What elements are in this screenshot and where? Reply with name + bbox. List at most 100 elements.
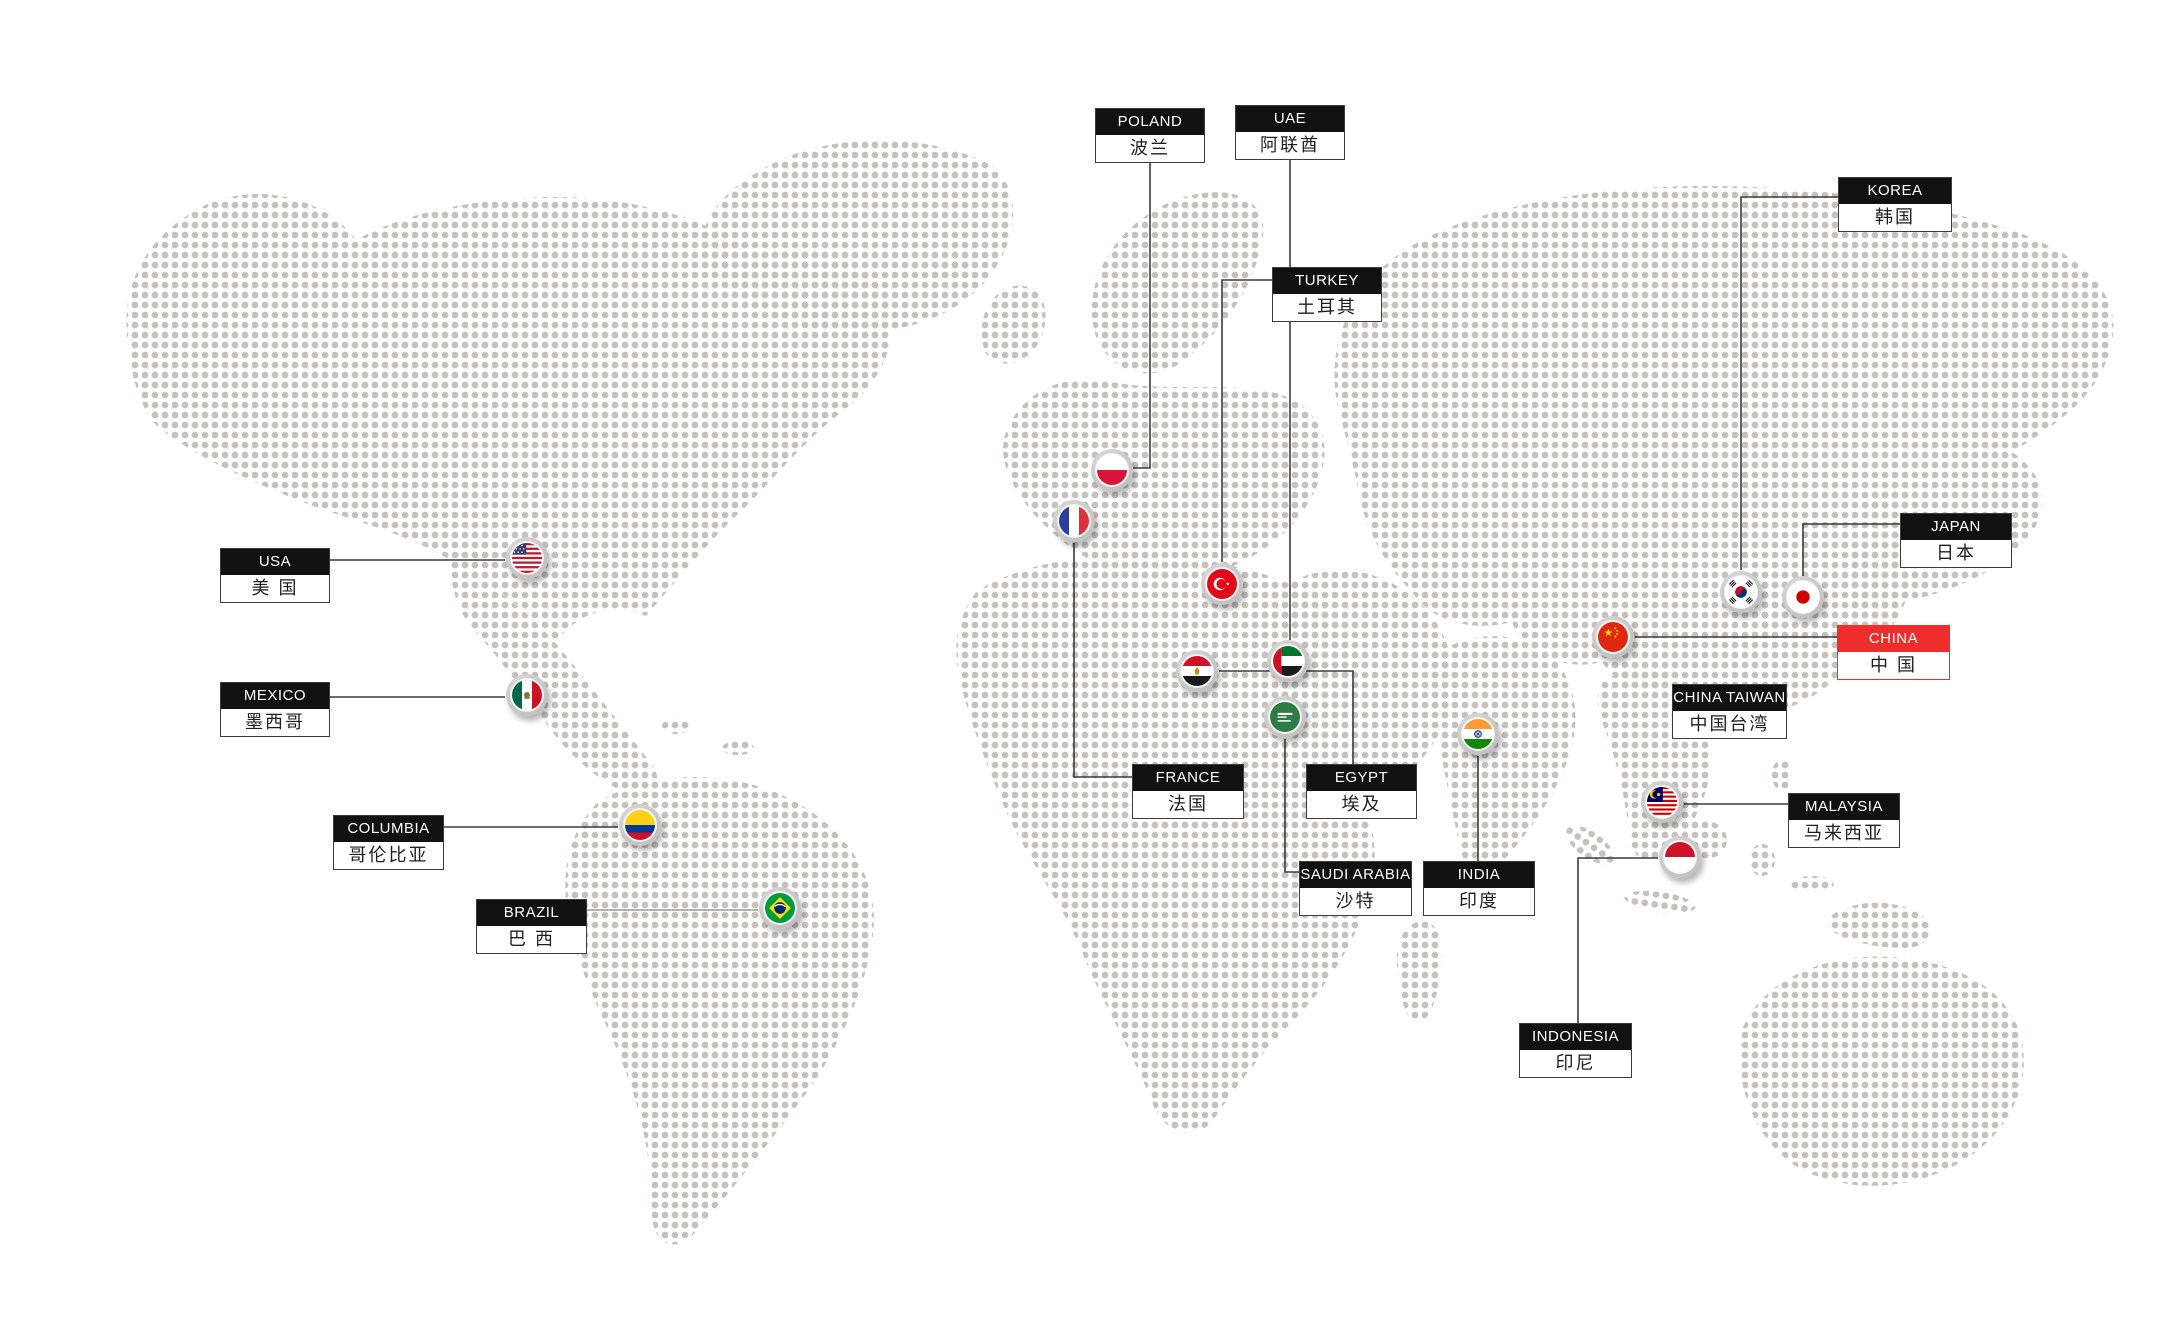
map-pin-japan — [1782, 576, 1824, 618]
map-pin-usa — [506, 537, 548, 579]
continent-australia — [1739, 956, 2024, 1186]
country-label-china-taiwan: CHINA TAIWAN 中国台湾 — [1672, 684, 1787, 739]
country-name-en: CHINA TAIWAN — [1673, 685, 1786, 711]
country-name-zh: 阿联酋 — [1236, 132, 1344, 159]
connector-line-egypt — [1219, 670, 1354, 764]
country-name-en: POLAND — [1096, 109, 1204, 135]
country-label-malaysia: MALAYSIA 马来西亚 — [1788, 793, 1900, 848]
egypt-flag-icon — [1182, 656, 1212, 686]
country-name-en: USA — [221, 549, 329, 575]
country-label-uae: UAE 阿联酋 — [1235, 105, 1345, 160]
connector-line-france — [1073, 543, 1132, 778]
country-name-zh: 中 国 — [1838, 652, 1949, 679]
map-pin-brazil — [759, 887, 801, 929]
map-pin-china — [1592, 616, 1634, 658]
saudi-arabia-flag-icon — [1270, 702, 1300, 732]
country-name-zh: 中国台湾 — [1673, 711, 1786, 738]
country-label-egypt: EGYPT 埃及 — [1306, 764, 1417, 819]
china-flag-icon — [1598, 622, 1628, 652]
continent-arabia — [1250, 570, 1454, 789]
india-flag-icon — [1463, 719, 1493, 749]
japan-flag-icon — [1788, 582, 1818, 612]
country-name-zh: 日本 — [1901, 540, 2011, 567]
continent-caribbean-1 — [662, 718, 690, 734]
map-pin-korea — [1720, 571, 1762, 613]
continent-sulawesi — [1749, 844, 1775, 876]
brazil-flag-icon — [765, 893, 795, 923]
malaysia-flag-icon — [1647, 787, 1677, 817]
country-label-japan: JAPAN 日本 — [1900, 513, 2012, 568]
continent-philippines-1 — [1772, 759, 1792, 791]
country-name-en: MEXICO — [221, 683, 329, 709]
continent-asia — [1334, 186, 2114, 713]
map-pin-columbia — [619, 804, 661, 846]
continent-uk — [981, 285, 1046, 364]
continents-dot-layer — [126, 140, 2114, 1245]
continent-caribbean-2 — [722, 741, 754, 755]
country-name-en: EGYPT — [1307, 765, 1416, 791]
map-pin-indonesia — [1659, 836, 1701, 878]
turkey-flag-icon — [1207, 569, 1237, 599]
country-name-en: INDIA — [1424, 862, 1534, 888]
map-pin-uae — [1267, 640, 1309, 682]
continent-lesser-sunda — [1790, 876, 1834, 892]
country-label-columbia: COLUMBIA 哥伦比亚 — [333, 815, 444, 870]
country-name-en: MALAYSIA — [1789, 794, 1899, 820]
country-name-zh: 韩国 — [1839, 204, 1951, 231]
connector-line-saudi-arabia — [1284, 739, 1299, 873]
country-name-zh: 沙特 — [1300, 888, 1411, 915]
continent-madagascar — [1396, 921, 1443, 1022]
country-name-en: KOREA — [1839, 178, 1951, 204]
country-name-en: BRAZIL — [477, 900, 586, 926]
poland-flag-icon — [1097, 455, 1127, 485]
country-label-china: CHINA 中 国 — [1837, 625, 1950, 680]
connector-lines — [330, 158, 1900, 1023]
continent-new-guinea — [1828, 902, 1931, 948]
connector-line-japan — [1802, 523, 1900, 576]
country-label-poland: POLAND 波兰 — [1095, 108, 1205, 163]
connector-line-indonesia — [1577, 857, 1658, 1023]
country-name-zh: 土耳其 — [1273, 294, 1381, 321]
uae-flag-icon — [1273, 646, 1303, 676]
country-label-indonesia: INDONESIA 印尼 — [1519, 1023, 1632, 1078]
map-pin-egypt — [1176, 650, 1218, 692]
map-pin-saudi-arabia — [1264, 696, 1306, 738]
continent-java — [1624, 890, 1696, 914]
france-flag-icon — [1059, 506, 1089, 536]
continent-north-america — [126, 194, 892, 642]
continent-scandinavia — [1091, 192, 1264, 374]
continent-central-america — [450, 560, 658, 798]
continent-south-america — [565, 776, 874, 1245]
country-name-zh: 印尼 — [1520, 1050, 1631, 1077]
country-name-zh: 印度 — [1424, 888, 1534, 915]
map-pin-mexico — [506, 674, 548, 716]
country-name-zh: 马来西亚 — [1789, 820, 1899, 847]
country-label-saudi-arabia: SAUDI ARABIA 沙特 — [1299, 861, 1412, 916]
connector-line-korea — [1740, 196, 1838, 570]
country-name-zh: 美 国 — [221, 575, 329, 602]
country-label-turkey: TURKEY 土耳其 — [1272, 267, 1382, 322]
country-name-zh: 法国 — [1133, 791, 1243, 818]
country-name-en: CHINA — [1838, 626, 1949, 652]
connector-line-poland — [1133, 162, 1151, 469]
country-label-usa: USA 美 国 — [220, 548, 330, 603]
country-label-brazil: BRAZIL 巴 西 — [476, 899, 587, 954]
continent-iceland — [934, 258, 970, 278]
country-name-zh: 埃及 — [1307, 791, 1416, 818]
columbia-flag-icon — [625, 810, 655, 840]
country-name-en: JAPAN — [1901, 514, 2011, 540]
country-name-zh: 巴 西 — [477, 926, 586, 953]
country-label-india: INDIA 印度 — [1423, 861, 1535, 916]
map-pin-france — [1053, 500, 1095, 542]
country-name-en: COLUMBIA — [334, 816, 443, 842]
country-label-mexico: MEXICO 墨西哥 — [220, 682, 330, 737]
connector-line-turkey — [1221, 279, 1272, 562]
country-name-en: UAE — [1236, 106, 1344, 132]
country-name-en: FRANCE — [1133, 765, 1243, 791]
continent-india — [1433, 636, 1576, 875]
country-name-zh: 波兰 — [1096, 135, 1204, 162]
continent-europe — [1003, 379, 1325, 583]
continent-sumatra — [1565, 825, 1615, 865]
